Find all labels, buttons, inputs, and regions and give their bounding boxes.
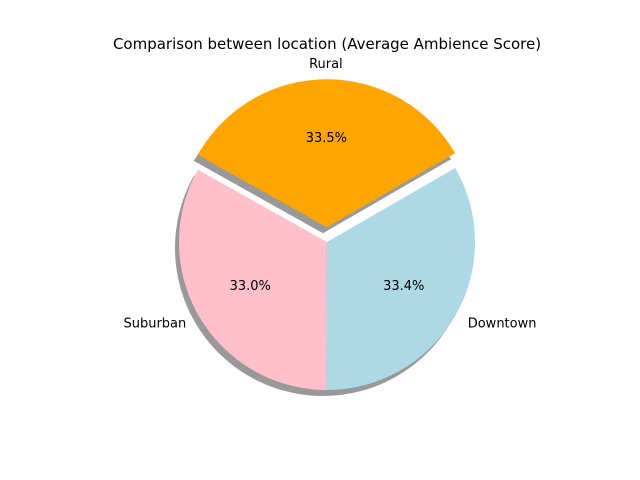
pie-slices — [178, 79, 476, 390]
chart-title: Comparison between location (Average Amb… — [113, 35, 541, 53]
pie-slice-rural — [197, 79, 456, 228]
slice-label-rural: Rural — [309, 57, 343, 72]
percent-label-suburban: 33.0% — [230, 279, 271, 294]
pie-slice-suburban — [178, 169, 327, 390]
pie-labels: Rural 33.5% Suburban 33.0% Downtown 33.4% — [123, 57, 536, 331]
slice-label-downtown: Downtown — [468, 316, 537, 331]
percent-label-rural: 33.5% — [306, 131, 347, 146]
percent-label-downtown: 33.4% — [383, 279, 424, 294]
pie-slice-downtown — [326, 168, 476, 390]
slice-label-suburban: Suburban — [123, 316, 186, 331]
